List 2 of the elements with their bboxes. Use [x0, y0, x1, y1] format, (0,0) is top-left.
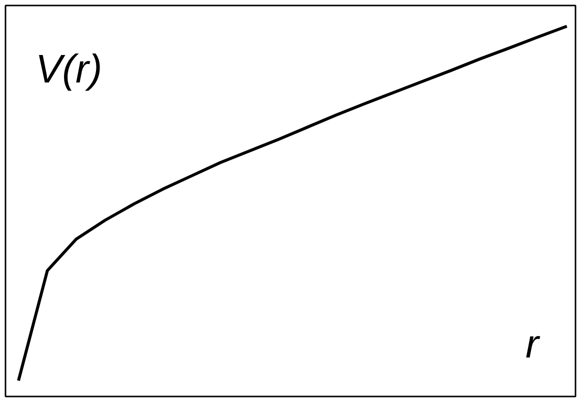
x-axis-title: r	[526, 322, 540, 366]
y-axis-title: V(r)	[36, 48, 102, 92]
